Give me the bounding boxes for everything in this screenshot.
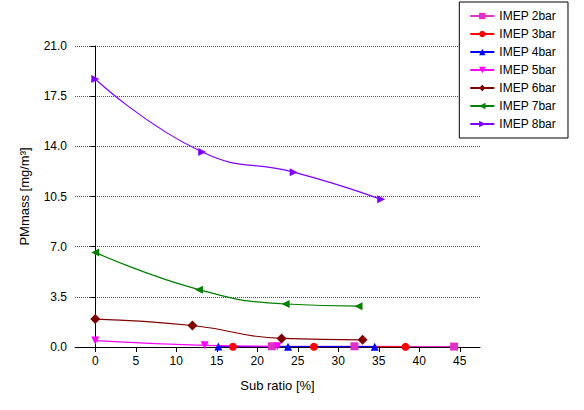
svg-text:35: 35: [372, 354, 386, 368]
svg-text:45: 45: [453, 354, 467, 368]
svg-text:10: 10: [170, 354, 184, 368]
svg-text:IMEP 6bar: IMEP 6bar: [499, 81, 555, 95]
svg-text:3.5: 3.5: [50, 290, 67, 304]
svg-text:IMEP 2bar: IMEP 2bar: [499, 9, 555, 23]
svg-text:14.0: 14.0: [44, 139, 68, 153]
svg-text:Sub ratio [%]: Sub ratio [%]: [240, 378, 314, 393]
svg-text:IMEP 8bar: IMEP 8bar: [499, 117, 555, 131]
svg-text:IMEP 3bar: IMEP 3bar: [499, 27, 555, 41]
svg-text:10.5: 10.5: [44, 190, 68, 204]
svg-text:17.5: 17.5: [44, 89, 68, 103]
svg-text:IMEP 4bar: IMEP 4bar: [499, 45, 555, 59]
svg-text:IMEP 5bar: IMEP 5bar: [499, 63, 555, 77]
svg-text:0: 0: [92, 354, 99, 368]
svg-text:25: 25: [291, 354, 305, 368]
svg-text:40: 40: [413, 354, 427, 368]
svg-text:5: 5: [132, 354, 139, 368]
svg-text:21.0: 21.0: [44, 39, 68, 53]
svg-text:30: 30: [332, 354, 346, 368]
svg-text:7.0: 7.0: [50, 240, 67, 254]
svg-text:0.0: 0.0: [50, 340, 67, 354]
svg-text:15: 15: [210, 354, 224, 368]
svg-text:20: 20: [251, 354, 265, 368]
svg-text:PMmass [mg/m³]: PMmass [mg/m³]: [17, 147, 32, 245]
svg-text:IMEP 7bar: IMEP 7bar: [499, 99, 555, 113]
